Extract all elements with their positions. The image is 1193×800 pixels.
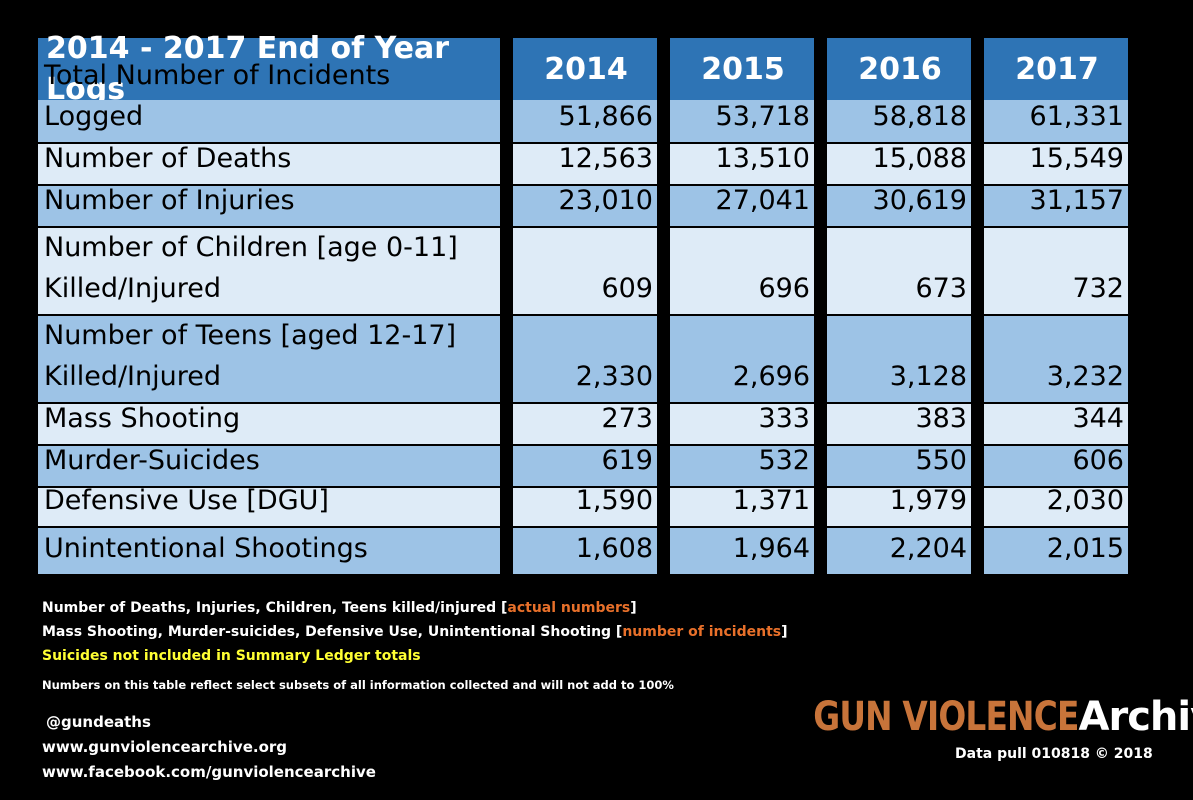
table-cell: 2,330: [513, 316, 657, 404]
table-cell: 3,232: [984, 316, 1128, 404]
disclaimer: Numbers on this table reflect select sub…: [42, 678, 674, 692]
table-cell: 53,718: [670, 100, 814, 144]
table-cell: 2,696: [670, 316, 814, 404]
summary-table: 2014 - 2017 End of Year Logs 2014 2015 2…: [38, 31, 1128, 574]
table-cell: 1,979: [827, 485, 971, 528]
footnote-text: Number of Deaths, Injuries, Children, Te…: [42, 600, 508, 616]
contact-info: @gundeaths www.gunviolencearchive.org ww…: [42, 711, 376, 786]
table-cell: 609: [513, 228, 657, 316]
column-header-2014: 2014: [513, 38, 657, 100]
facebook-link: www.facebook.com/gunviolencearchive: [42, 763, 376, 781]
table-cell: 30,619: [827, 185, 971, 228]
table-cell: 58,818: [827, 100, 971, 144]
table-cell: 532: [670, 445, 814, 488]
footnote-highlight: actual numbers: [507, 600, 631, 616]
footnote-bracket: ]: [630, 600, 637, 616]
column-header-2015: 2015: [670, 38, 814, 100]
column-header-2017: 2017: [984, 38, 1128, 100]
row-label: Mass Shooting: [38, 403, 500, 446]
row-label: Total Number of Incidents Logged: [38, 60, 500, 144]
row-label: Number of Injuries: [38, 185, 500, 228]
footnote-highlight: number of incidents: [622, 624, 782, 640]
table-cell: 27,041: [670, 185, 814, 228]
row-label: Number of Children [age 0-11] Killed/Inj…: [38, 228, 500, 316]
column-header-2016: 2016: [827, 38, 971, 100]
table-cell: 550: [827, 445, 971, 488]
table-cell: 23,010: [513, 185, 657, 228]
table-cell: 31,157: [984, 185, 1128, 228]
table-title: 2014 - 2017 End of Year Logs: [38, 31, 500, 107]
table-cell: 273: [513, 403, 657, 446]
table-cell: 732: [984, 228, 1128, 316]
footnote-number-of-incidents: Mass Shooting, Murder-suicides, Defensiv…: [42, 622, 788, 646]
row-label: Defensive Use [DGU]: [38, 485, 500, 528]
table-cell: 619: [513, 445, 657, 488]
footnote-actual-numbers: Number of Deaths, Injuries, Children, Te…: [42, 598, 788, 622]
table-cell: 12,563: [513, 143, 657, 186]
table-cell: 51,866: [513, 100, 657, 144]
row-label: Number of Teens [aged 12-17] Killed/Inju…: [38, 316, 500, 404]
footnote-bracket: ]: [781, 624, 788, 640]
table-cell: 15,549: [984, 143, 1128, 186]
table-cell: 13,510: [670, 143, 814, 186]
table-cell: 344: [984, 403, 1128, 446]
gva-logo: GUN VIOLENCEArchive: [755, 694, 1193, 740]
row-label: Number of Deaths: [38, 143, 500, 186]
table-cell: 2,015: [984, 528, 1128, 574]
table-cell: 3,128: [827, 316, 971, 404]
table-cell: 2,204: [827, 528, 971, 574]
table-cell: 1,371: [670, 485, 814, 528]
logo-gun-violence: GUN VIOLENCE: [813, 694, 1079, 740]
website-link: www.gunviolencearchive.org: [42, 738, 288, 756]
row-label: Unintentional Shootings: [38, 528, 500, 574]
table-cell: 696: [670, 228, 814, 316]
table-cell: 383: [827, 403, 971, 446]
logo-archive: Archive: [1078, 694, 1193, 740]
table-cell: 2,030: [984, 485, 1128, 528]
table-cell: 1,964: [670, 528, 814, 574]
table-cell: 61,331: [984, 100, 1128, 144]
row-label: Murder-Suicides: [38, 445, 500, 488]
table-cell: 606: [984, 445, 1128, 488]
table-cell: 15,088: [827, 143, 971, 186]
table-cell: 673: [827, 228, 971, 316]
twitter-handle: @gundeaths: [46, 713, 151, 731]
footnote-text: Mass Shooting, Murder-suicides, Defensiv…: [42, 624, 623, 640]
data-pull-label: Data pull 010818 © 2018: [955, 746, 1153, 762]
table-cell: 333: [670, 403, 814, 446]
table-cell: 1,590: [513, 485, 657, 528]
footnote-suicides: Suicides not included in Summary Ledger …: [42, 648, 421, 664]
footnotes: Number of Deaths, Injuries, Children, Te…: [42, 598, 788, 670]
table-cell: 1,608: [513, 528, 657, 574]
